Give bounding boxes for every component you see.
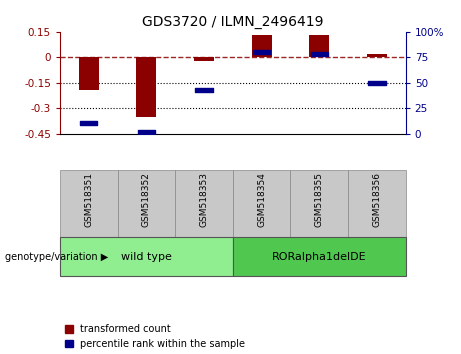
Text: GSM518354: GSM518354 xyxy=(257,172,266,227)
Text: GSM518352: GSM518352 xyxy=(142,172,151,227)
Text: GSM518351: GSM518351 xyxy=(84,172,93,227)
Text: GSM518353: GSM518353 xyxy=(200,172,208,227)
Bar xyxy=(194,57,214,61)
Text: genotype/variation ▶: genotype/variation ▶ xyxy=(5,252,108,262)
Text: GSM518355: GSM518355 xyxy=(315,172,324,227)
Text: GSM518356: GSM518356 xyxy=(372,172,381,227)
Bar xyxy=(367,54,387,57)
Text: wild type: wild type xyxy=(121,252,172,262)
Legend: transformed count, percentile rank within the sample: transformed count, percentile rank withi… xyxy=(65,324,245,349)
Text: RORalpha1delDE: RORalpha1delDE xyxy=(272,252,366,262)
Bar xyxy=(252,35,272,57)
Bar xyxy=(136,57,156,118)
Title: GDS3720 / ILMN_2496419: GDS3720 / ILMN_2496419 xyxy=(142,16,324,29)
Bar xyxy=(79,57,99,90)
Bar xyxy=(309,35,329,57)
